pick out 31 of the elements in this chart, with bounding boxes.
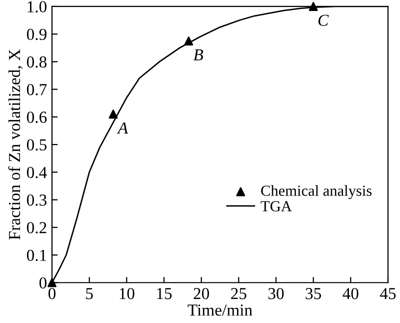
x-tick-label: 25: [231, 288, 246, 300]
y-tick-label: 0.1: [26, 250, 46, 262]
x-tick-label: 0: [48, 288, 56, 300]
y-tick-label: 0: [39, 277, 47, 289]
y-tick-label: 0.3: [26, 194, 46, 206]
x-tick-label: 15: [157, 288, 172, 300]
y-tick-label: 1.0: [28, 1, 47, 12]
y-tick-label: 0.7: [26, 84, 47, 96]
y-axis-title: Fraction of Zn volatilized, X: [8, 49, 23, 240]
x-axis-title: Time/min: [188, 304, 252, 316]
y-tick-label: 0.2: [26, 222, 46, 234]
legend-label: Chemical analysis: [261, 185, 372, 200]
x-tick-label: 10: [120, 288, 134, 300]
x-tick-label: 40: [342, 288, 358, 300]
y-tick-label: 0.6: [26, 112, 47, 123]
x-tick-label: 35: [306, 288, 322, 300]
y-tick-label: 0.8: [26, 56, 47, 68]
x-tick-label: 5: [86, 288, 93, 300]
annotation: B: [193, 49, 204, 60]
annotation: C: [318, 14, 329, 26]
x-tick-label: 20: [194, 288, 210, 300]
y-tick-label: 0.9: [26, 28, 46, 40]
annotation: A: [116, 122, 128, 134]
point: [184, 36, 194, 46]
point: [108, 110, 118, 119]
legend-label: TGA: [260, 201, 292, 212]
y-tick-label: 0.5: [26, 139, 46, 151]
point: [308, 2, 318, 11]
x-tick-label: 45: [380, 288, 396, 300]
x-tick-label: 30: [268, 288, 284, 300]
y-tick-label: 0.4: [26, 166, 47, 178]
